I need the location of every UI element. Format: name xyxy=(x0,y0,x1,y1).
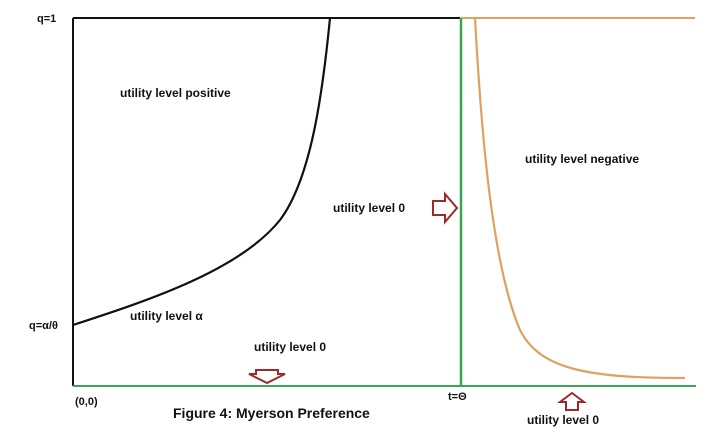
utility-alpha-label: utility level α xyxy=(130,309,203,323)
arrow-up-icon xyxy=(557,391,587,411)
utility-positive-label: utility level positive xyxy=(120,86,231,100)
right-utility-curve xyxy=(473,17,686,380)
utility-zero-bottom-label: utility level 0 xyxy=(254,340,326,354)
left-utility-curve xyxy=(72,17,332,327)
x-threshold-label: t=Θ xyxy=(448,391,467,403)
arrow-right-icon xyxy=(432,191,459,225)
utility-zero-right-bottom-label: utility level 0 xyxy=(527,413,599,427)
y-top-label: q=1 xyxy=(37,13,56,25)
arrow-down-icon xyxy=(248,369,286,385)
utility-negative-label: utility level negative xyxy=(525,152,639,166)
origin-label: (0,0) xyxy=(75,396,98,408)
figure-caption: Figure 4: Myerson Preference xyxy=(173,405,370,421)
utility-zero-middle-label: utility level 0 xyxy=(333,201,405,215)
y-intercept-label: q=α/θ xyxy=(29,320,58,332)
